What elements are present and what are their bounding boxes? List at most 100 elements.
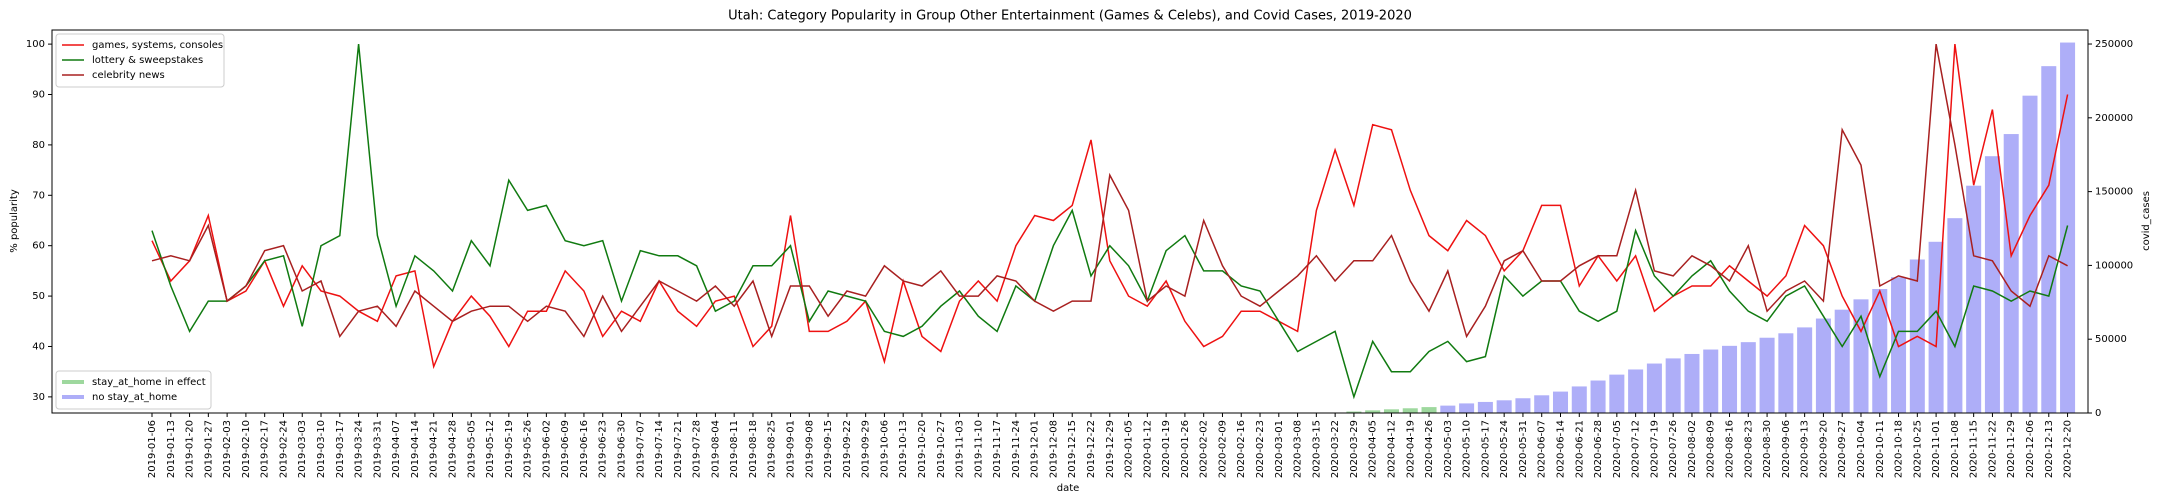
bar [1834,309,1850,413]
y-tick-label: 100 [26,39,45,50]
x-tick-label: 2019-04-14 [410,420,421,478]
bar [1496,400,1512,413]
x-tick-label: 2019-09-22 [842,420,853,478]
x-tick-label: 2020-05-17 [1480,420,1491,478]
x-tick-label: 2019-12-15 [1067,420,1078,478]
x-tick-label: 2020-12-13 [2044,420,2055,478]
legend-label: celebrity news [92,70,165,81]
x-tick-label: 2019-02-17 [260,420,271,478]
x-tick-label: 2019-11-10 [973,420,984,478]
bar [1722,345,1738,413]
x-tick-label: 2020-11-08 [1950,420,1961,478]
bar [1740,342,1756,413]
x-tick-label: 2020-07-12 [1631,420,1642,478]
bar [2022,95,2038,414]
x-tick-label: 2019-07-21 [673,420,684,478]
x-tick-label: 2019-08-18 [748,420,759,478]
bar [1515,398,1531,413]
x-tick-label: 2019-12-01 [1030,420,1041,478]
x-tick-label: 2020-11-22 [1987,420,1998,478]
x-tick-label: 2020-11-15 [1969,420,1980,478]
x-tick-label: 2020-07-19 [1649,420,1660,478]
x-tick-label: 2020-05-24 [1499,420,1510,478]
bar [1477,401,1493,413]
y-axis-label: % popularity [9,189,20,253]
y-tick-label: 90 [32,90,45,101]
y-tick-label: 80 [32,140,45,151]
y-tick-label: 50 [32,291,45,302]
bar [1402,408,1418,413]
x-tick-label: 2020-06-28 [1593,420,1604,478]
x-tick-label: 2019-03-10 [316,420,327,478]
x-tick-label: 2020-12-06 [2025,420,2036,478]
x-tick-label: 2020-10-11 [1875,420,1886,478]
bar [1703,349,1719,413]
x-axis-label: date [1057,483,1080,494]
x-tick-label: 2019-08-25 [767,420,778,478]
bar [1872,289,1888,413]
x-tick-label: 2020-10-04 [1856,420,1867,478]
x-tick-label: 2019-08-11 [729,420,740,478]
legend-label: lottery & sweepstakes [92,55,203,66]
y2-tick-label: 150000 [2095,187,2133,198]
y2-tick-label: 0 [2095,408,2101,419]
x-tick-label: 2020-05-03 [1443,420,1454,478]
line [151,44,2069,400]
x-tick-label: 2019-03-17 [335,420,346,478]
x-tick-label: 2020-05-10 [1462,420,1473,478]
x-tick-label: 2020-11-01 [1931,420,1942,478]
x-tick-label: 2020-09-20 [1818,420,1829,478]
x-tick-label: 2020-11-29 [2006,420,2017,478]
y2-tick-label: 100000 [2095,260,2133,271]
x-tick-label: 2019-02-24 [278,420,289,478]
x-tick-label: 2020-02-09 [1217,420,1228,478]
x-tick-label: 2020-03-29 [1349,420,1360,478]
bar [1628,369,1644,413]
bar [1646,363,1662,413]
y-tick-label: 30 [32,392,45,403]
bar [1815,318,1831,413]
x-tick-label: 2019-05-05 [466,420,477,478]
x-tick-label: 2020-02-02 [1199,420,1210,478]
chart-title: Utah: Category Popularity in Group Other… [728,9,1412,24]
x-tick-label: 2019-05-12 [485,420,496,478]
x-tick-label: 2019-09-15 [823,420,834,478]
x-tick-label: 2019-04-21 [429,420,440,478]
bar [2041,66,2057,414]
x-tick-label: 2020-04-19 [1405,420,1416,478]
x-tick-label: 2020-06-21 [1574,420,1585,478]
x-tick-label: 2020-07-26 [1668,420,1679,478]
bar [1966,185,1982,413]
x-tick-label: 2019-05-19 [504,420,515,478]
x-tick-label: 2019-04-07 [391,420,402,478]
x-tick-label: 2020-04-26 [1424,420,1435,478]
x-tick-label: 2019-07-07 [635,420,646,478]
x-tick-label: 2020-02-16 [1236,420,1247,478]
line [151,43,2068,339]
bar [1947,218,1963,413]
x-tick-label: 2019-04-28 [447,420,458,478]
x-tick-label: 2019-10-27 [936,420,947,478]
bar [1759,337,1775,413]
bar [1383,409,1399,413]
x-tick-label: 2019-06-30 [617,420,628,478]
y2-tick-label: 250000 [2095,39,2133,50]
x-tick-label: 2019-08-04 [710,420,721,478]
x-tick-label: 2019-06-16 [579,420,590,478]
bar [1459,403,1475,413]
bar [1346,411,1362,413]
legend-label: no stay_at_home [92,392,177,403]
y2-tick-label: 200000 [2095,113,2133,124]
x-tick-label: 2019-07-28 [692,420,703,478]
x-tick-label: 2020-01-12 [1142,420,1153,478]
y-tick-label: 40 [32,341,45,352]
legend-label: stay_at_home in effect [92,377,206,388]
legend-label: games, systems, consoles [92,40,223,51]
x-tick-label: 2020-08-23 [1743,420,1754,478]
bar [1365,410,1381,413]
x-tick-label: 2020-12-20 [2063,420,2074,478]
x-tick-label: 2020-05-31 [1518,420,1529,478]
bar [1984,156,2000,414]
x-tick-label: 2020-10-25 [1912,420,1923,478]
